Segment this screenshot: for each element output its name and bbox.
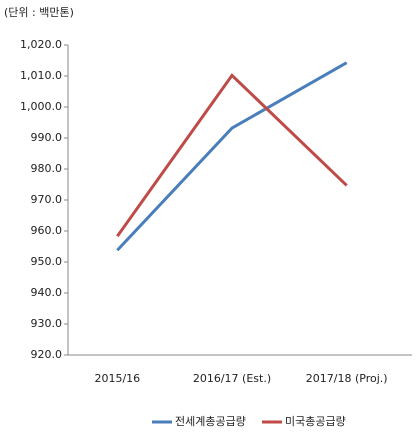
y-tick-label: 940.0 bbox=[31, 286, 63, 299]
y-tick-label: 960.0 bbox=[31, 224, 63, 237]
y-tick-label: 1,000.0 bbox=[20, 100, 62, 113]
y-tick-label: 950.0 bbox=[31, 255, 63, 268]
x-tick-label: 2015/16 bbox=[94, 372, 140, 385]
y-tick-label: 970.0 bbox=[31, 193, 63, 206]
y-tick-label: 930.0 bbox=[31, 317, 63, 330]
y-tick-label: 1,020.0 bbox=[20, 38, 62, 51]
line-series bbox=[116, 73, 348, 238]
y-tick-label: 920.0 bbox=[31, 348, 63, 361]
unit-label: (단위 : 백만톤) bbox=[4, 6, 74, 19]
y-tick-label: 1,010.0 bbox=[20, 69, 62, 82]
x-tick-label: 2016/17 (Est.) bbox=[193, 372, 271, 385]
legend-label: 미국총공급량 bbox=[285, 415, 346, 428]
y-tick-label: 990.0 bbox=[31, 131, 63, 144]
line-series bbox=[116, 61, 348, 252]
y-tick-label: 980.0 bbox=[31, 162, 63, 175]
legend-label: 전세계총공급량 bbox=[175, 415, 246, 428]
x-tick-label: 2017/18 (Proj.) bbox=[306, 372, 388, 385]
